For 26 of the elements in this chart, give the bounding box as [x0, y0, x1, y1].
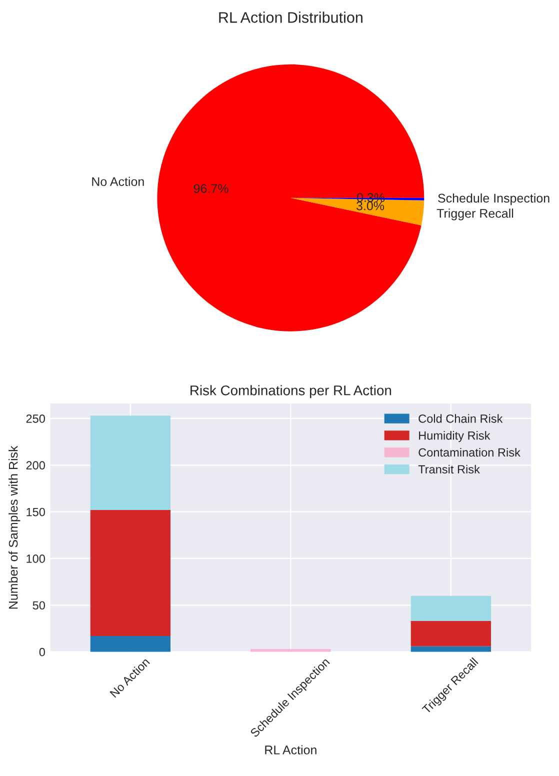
bar: [90, 636, 170, 652]
bar: [410, 621, 491, 646]
bar: [90, 510, 170, 636]
y-axis-title: Number of Samples with Risk: [8, 446, 20, 609]
y-tick-label: 200: [26, 461, 45, 470]
legend-label: Transit Risk: [418, 464, 480, 474]
legend-label: Humidity Risk: [419, 431, 490, 442]
slice-label: Trigger Recall: [436, 208, 514, 220]
legend-label: Contamination Risk: [418, 448, 520, 457]
chart-title: RL Action Distribution: [219, 12, 362, 23]
data-label: 3.0%: [356, 201, 384, 210]
y-tick-label: 0: [39, 648, 45, 656]
x-axis-title: RL Action: [265, 745, 316, 754]
pie-slice: [157, 64, 424, 332]
y-tick-label: 250: [26, 414, 45, 423]
chart-title: Risk Combinations per RL Action: [190, 385, 392, 398]
bar: [410, 596, 491, 622]
y-tick-label: 50: [32, 601, 45, 610]
y-tick-label: 150: [26, 508, 45, 516]
slice-label: No Action: [92, 176, 144, 186]
y-tick-label: 100: [26, 554, 45, 563]
data-label: 96.7%: [194, 184, 228, 193]
legend-label: Cold Chain Risk: [418, 414, 503, 423]
bar: [90, 416, 170, 510]
bar: [410, 646, 491, 652]
slice-label: Schedule Inspection: [438, 193, 550, 206]
